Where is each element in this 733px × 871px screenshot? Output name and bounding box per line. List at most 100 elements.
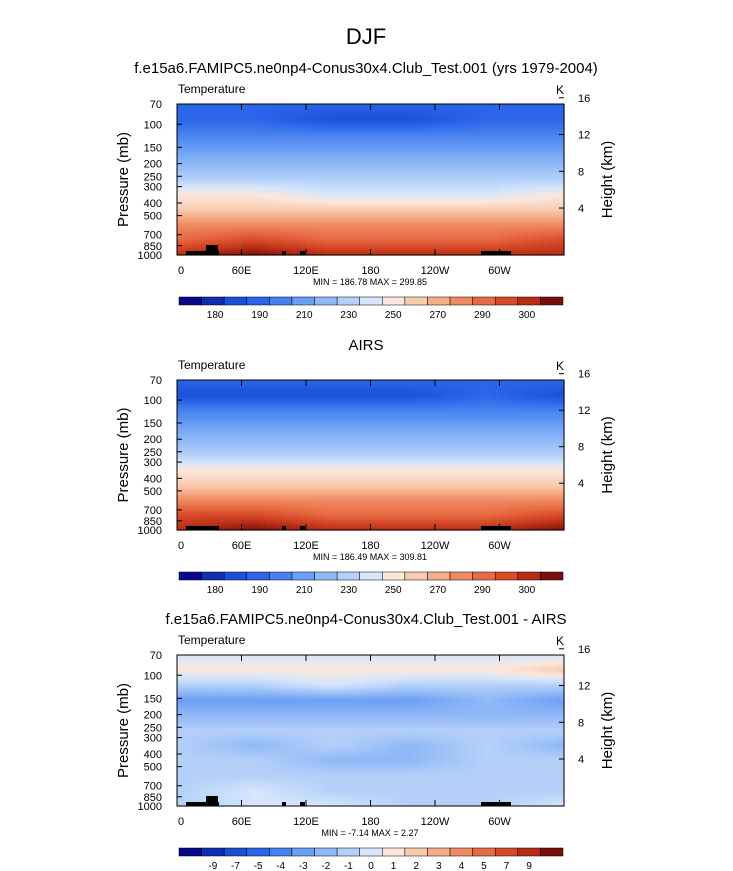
contour-cell (410, 212, 420, 216)
contour-cell (410, 106, 420, 110)
contour-cell (547, 169, 557, 173)
contour-cell (201, 144, 210, 148)
contour-cell (410, 207, 420, 211)
contour-cell (426, 171, 436, 176)
contour-cell (281, 139, 291, 143)
contour-cell (523, 425, 533, 429)
contour-cell (306, 212, 315, 216)
contour-cell (378, 415, 388, 419)
contour-cell (330, 455, 339, 459)
contour-field (177, 104, 565, 256)
contour-cell (547, 395, 557, 399)
contour-cell (547, 452, 557, 456)
contour-cell (233, 417, 243, 421)
contour-cell (555, 171, 565, 176)
contour-cell (306, 194, 315, 198)
contour-cell (539, 197, 549, 201)
contour-cell (338, 224, 347, 228)
contour-cell (209, 121, 218, 125)
contour-cell (467, 390, 476, 394)
contour-cell (515, 126, 525, 130)
contour-cell (338, 405, 347, 409)
contour-cell (241, 164, 251, 168)
contour-cell (418, 134, 428, 138)
contour-cell (241, 176, 251, 181)
contour-cell (273, 410, 283, 414)
contour-cell (386, 450, 396, 454)
contour-cell (185, 427, 194, 431)
contour-cell (491, 141, 501, 145)
contour-cell (297, 422, 307, 426)
contour-cell (233, 382, 243, 386)
contour-cell (297, 212, 307, 216)
contour-cell (289, 179, 299, 183)
contour-cell (451, 432, 460, 436)
contour-cell (322, 442, 331, 446)
contour-cell (547, 437, 557, 441)
contour-cell (233, 179, 243, 183)
contour-cell (225, 151, 235, 155)
contour-cell (265, 239, 275, 244)
contour-cell (531, 407, 541, 411)
contour-cell (386, 189, 396, 193)
contour-cell (491, 171, 501, 176)
contour-cell (177, 109, 186, 113)
contour-cell (314, 126, 323, 130)
contour-cell (185, 111, 194, 115)
contour-cell (402, 129, 412, 133)
contour-cell (297, 202, 307, 206)
contour-cell (531, 197, 541, 201)
contour-cell (233, 134, 243, 138)
contour-cell (346, 417, 355, 421)
contour-cell (435, 146, 444, 150)
contour-cell (177, 425, 186, 429)
contour-cell (394, 154, 404, 158)
contour-cell (499, 164, 509, 168)
contour-cell (386, 460, 396, 464)
contour-cell (273, 234, 283, 238)
contour-cell (306, 402, 315, 406)
contour-cell (426, 455, 436, 459)
contour-cell (523, 229, 533, 233)
contour-cell (555, 134, 565, 138)
contour-cell (362, 224, 372, 228)
contour-cell (394, 435, 404, 439)
contour-cell (265, 134, 275, 138)
contour-cell (386, 194, 396, 198)
contour-cell (515, 106, 525, 110)
contour-cell (435, 129, 444, 133)
contour-cell (370, 187, 380, 191)
contour-cell (483, 139, 493, 143)
contour-cell (515, 450, 525, 454)
contour-cell (314, 176, 323, 181)
contour-cell (297, 239, 307, 244)
contour-cell (257, 252, 267, 256)
contour-cell (523, 161, 533, 165)
contour-cell (426, 234, 436, 238)
contour-cell (273, 467, 283, 471)
contour-cell (354, 234, 364, 238)
contour-cell (475, 427, 484, 431)
contour-cell (499, 159, 509, 163)
contour-cell (483, 154, 493, 158)
contour-cell (185, 460, 194, 464)
contour-cell (539, 440, 549, 444)
contour-cell (539, 109, 549, 113)
contour-cell (257, 214, 267, 218)
contour-cell (426, 182, 436, 186)
contour-cell (531, 131, 541, 135)
contour-cell (330, 149, 339, 153)
contour-cell (314, 139, 323, 143)
contour-cell (499, 452, 509, 456)
colorbar-swatch (291, 296, 315, 306)
contour-cell (265, 179, 275, 183)
contour-cell (410, 452, 420, 456)
contour-cell (451, 460, 460, 464)
contour-cell (475, 400, 484, 404)
contour-cell (225, 249, 235, 254)
contour-cell (338, 427, 347, 431)
contour-cell (273, 149, 283, 153)
contour-cell (467, 242, 476, 246)
contour-cell (265, 450, 275, 454)
x-tick-label: 60E (232, 265, 252, 277)
